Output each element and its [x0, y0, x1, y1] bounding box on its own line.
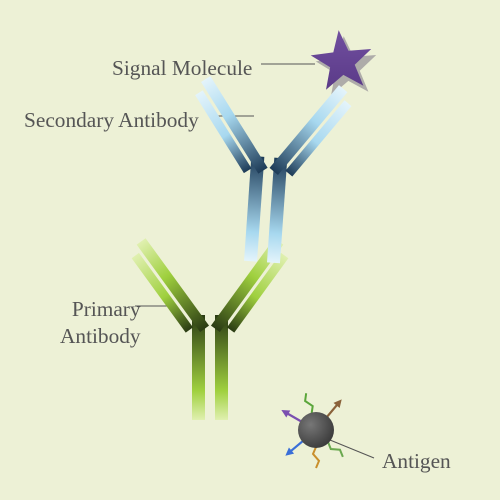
- label-antigen: Antigen: [382, 448, 451, 475]
- primary-antibody: [127, 238, 293, 420]
- secondary-antibody: [179, 75, 357, 268]
- label-secondary-antibody: Secondary Antibody: [24, 107, 199, 134]
- label-primary-antibody: Primary Antibody: [60, 296, 141, 349]
- label-signal-molecule: Signal Molecule: [112, 55, 252, 82]
- diagram-canvas: Signal Molecule Secondary Antibody Prima…: [0, 0, 500, 500]
- antigen-icon: [279, 393, 345, 468]
